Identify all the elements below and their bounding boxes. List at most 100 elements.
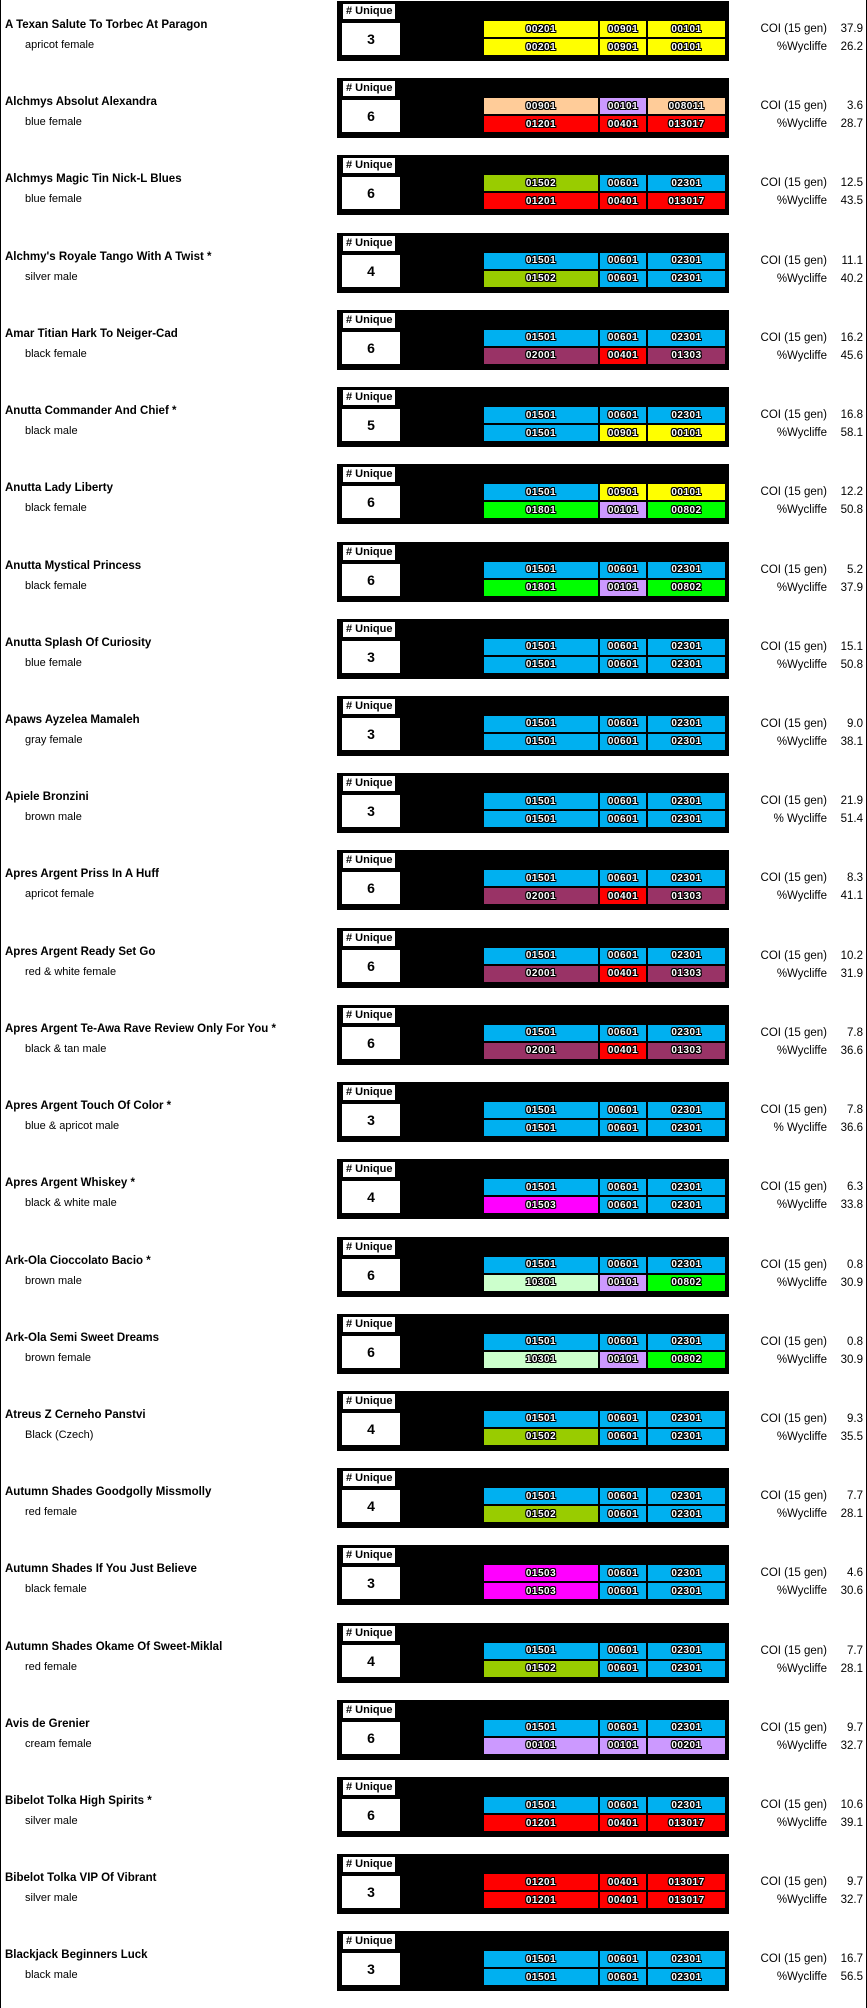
haplotype-cell: 013017 bbox=[648, 1892, 725, 1909]
coi-label: COI (15 gen) bbox=[760, 1258, 827, 1271]
coi-value: 0.8 bbox=[847, 1258, 863, 1271]
haplotype-cell: 02301 bbox=[648, 656, 725, 673]
dog-identity: Autumn Shades Goodgolly Missmolly red fe… bbox=[1, 1485, 335, 1519]
wycliffe-label: % Wycliffe bbox=[773, 813, 827, 826]
dog-block: Alchmy's Royale Tango With A Twist * sil… bbox=[1, 232, 866, 309]
wycliffe-value: 41.1 bbox=[840, 890, 863, 903]
wycliffe-row: %Wycliffe 36.6 bbox=[731, 1042, 863, 1060]
haplotype-grid: 01501 00601 02301 01503 00601 02301 bbox=[484, 1179, 725, 1214]
wycliffe-label: %Wycliffe bbox=[776, 1971, 827, 1984]
unique-count-value: 3 bbox=[340, 1874, 402, 1911]
coi-value: 8.3 bbox=[847, 872, 863, 885]
dog-block: Apaws Ayzelea Mamaleh gray female # Uniq… bbox=[1, 695, 866, 772]
wycliffe-label: %Wycliffe bbox=[776, 1353, 827, 1366]
wycliffe-label: %Wycliffe bbox=[776, 41, 827, 53]
dog-description: black male bbox=[25, 425, 78, 438]
wycliffe-label: %Wycliffe bbox=[776, 1199, 827, 1212]
unique-count-value: 3 bbox=[340, 1565, 402, 1602]
dog-name: Anutta Lady Liberty bbox=[5, 482, 113, 495]
haplotype-grid: 01501 00601 02301 01501 00601 02301 bbox=[484, 715, 725, 750]
stats-column: COI (15 gen) 10.2 %Wycliffe 31.9 bbox=[731, 947, 863, 983]
stats-column: COI (15 gen) 9.0 %Wycliffe 38.1 bbox=[731, 715, 863, 751]
haplotype-grid: 01501 00601 02301 01501 00601 02301 bbox=[484, 1102, 725, 1137]
wycliffe-row: %Wycliffe 30.9 bbox=[731, 1351, 863, 1369]
haplotype-cell: 00601 bbox=[600, 1120, 646, 1137]
haplotype-cell: 00802 bbox=[648, 1274, 725, 1291]
wycliffe-value: 30.9 bbox=[840, 1353, 863, 1366]
wycliffe-row: %Wycliffe 32.7 bbox=[731, 1737, 863, 1755]
unique-count-value: 6 bbox=[340, 561, 402, 598]
dog-description: Black (Czech) bbox=[25, 1428, 94, 1441]
haplotype-panel: # Unique 6 00901 00101 008011 01201 00401 013… bbox=[337, 78, 729, 139]
haplotype-cell: 00101 bbox=[600, 1274, 646, 1291]
coi-row: COI (15 gen) 37.9 bbox=[731, 20, 863, 38]
unique-count-label: # Unique bbox=[342, 466, 397, 484]
dog-block: Ark-Ola Cioccolato Bacio * brown male # … bbox=[1, 1236, 866, 1313]
dog-block: Anutta Lady Liberty black female # Uniqu… bbox=[1, 463, 866, 540]
unique-count-value: 6 bbox=[340, 1333, 402, 1370]
haplotype-cell: 00901 bbox=[600, 484, 646, 501]
coi-value: 4.6 bbox=[847, 1567, 863, 1580]
haplotype-panel: # Unique 3 01501 00601 02301 01501 00601 0230… bbox=[337, 773, 729, 834]
coi-row: COI (15 gen) 9.3 bbox=[731, 1410, 863, 1428]
haplotype-cell: 01501 bbox=[484, 407, 598, 424]
haplotype-cell: 02301 bbox=[648, 1951, 725, 1968]
dog-identity: Anutta Lady Liberty black female bbox=[1, 481, 335, 515]
haplotype-cell: 013017 bbox=[648, 193, 725, 210]
coi-row: COI (15 gen) 8.3 bbox=[731, 869, 863, 887]
unique-count-value: 6 bbox=[340, 98, 402, 135]
stats-column: COI (15 gen) 11.1 %Wycliffe 40.2 bbox=[731, 252, 863, 288]
dog-description: apricot female bbox=[25, 888, 95, 901]
haplotype-cell: 00601 bbox=[600, 1719, 646, 1736]
dog-identity: Ark-Ola Semi Sweet Dreams brown female bbox=[1, 1331, 335, 1365]
dog-name: Apres Argent Te-Awa Rave Review Only For… bbox=[5, 1022, 276, 1035]
haplotype-cell: 01303 bbox=[648, 347, 725, 364]
coi-row: COI (15 gen) 10.6 bbox=[731, 1796, 863, 1814]
unique-count-label: # Unique bbox=[342, 929, 397, 947]
coi-value: 16.8 bbox=[840, 409, 863, 422]
stats-column: COI (15 gen) 16.7 %Wycliffe 56.5 bbox=[731, 1950, 863, 1986]
dog-description: blue female bbox=[25, 116, 82, 129]
haplotype-cell: 01501 bbox=[484, 252, 598, 269]
coi-value: 11.1 bbox=[841, 254, 863, 267]
stats-column: COI (15 gen) 4.6 %Wycliffe 30.6 bbox=[731, 1564, 863, 1600]
dog-name: Autumn Shades Okame Of Sweet-Miklal bbox=[5, 1640, 223, 1653]
haplotype-cell: 01501 bbox=[484, 1969, 598, 1986]
dog-name: Apres Argent Whiskey * bbox=[5, 1177, 135, 1190]
stats-column: COI (15 gen) 0.8 %Wycliffe 30.9 bbox=[731, 1256, 863, 1292]
haplotype-cell: 00401 bbox=[600, 1874, 646, 1891]
coi-label: COI (15 gen) bbox=[760, 1799, 827, 1812]
unique-count-value: 6 bbox=[340, 1719, 402, 1756]
coi-row: COI (15 gen) 3.6 bbox=[731, 97, 863, 115]
stats-column: COI (15 gen) 15.1 %Wycliffe 50.8 bbox=[731, 638, 863, 674]
haplotype-cell: 00601 bbox=[600, 1256, 646, 1273]
haplotype-cell: 00601 bbox=[600, 1583, 646, 1600]
haplotype-cell: 00401 bbox=[600, 116, 646, 133]
dog-description: brown female bbox=[25, 1351, 92, 1364]
coi-label: COI (15 gen) bbox=[760, 1104, 827, 1117]
coi-label: COI (15 gen) bbox=[760, 1567, 827, 1580]
dog-block: Bibelot Tolka VIP Of Vibrant silver male… bbox=[1, 1853, 866, 1930]
dog-identity: Ark-Ola Cioccolato Bacio * brown male bbox=[1, 1254, 335, 1288]
haplotype-cell: 02301 bbox=[648, 252, 725, 269]
coi-label: COI (15 gen) bbox=[760, 1644, 827, 1657]
stats-column: COI (15 gen) 8.3 %Wycliffe 41.1 bbox=[731, 869, 863, 905]
coi-row: COI (15 gen) 0.8 bbox=[731, 1333, 863, 1351]
haplotype-panel: # Unique 6 01501 00601 02301 10301 00101 0080… bbox=[337, 1236, 729, 1297]
haplotype-cell: 01501 bbox=[484, 1102, 598, 1119]
dog-block: Avis de Grenier cream female # Unique 6 … bbox=[1, 1699, 866, 1776]
haplotype-panel: # Unique 6 01501 00601 02301 10301 00101 0080… bbox=[337, 1313, 729, 1374]
wycliffe-value: 26.2 bbox=[840, 41, 863, 53]
coi-label: COI (15 gen) bbox=[760, 1412, 827, 1425]
haplotype-cell: 01503 bbox=[484, 1565, 598, 1582]
coi-row: COI (15 gen) 7.7 bbox=[731, 1487, 863, 1505]
unique-count-label: # Unique bbox=[342, 1392, 397, 1410]
dog-block: Apres Argent Whiskey * black & white mal… bbox=[1, 1158, 866, 1235]
dog-identity: Autumn Shades Okame Of Sweet-Miklal red … bbox=[1, 1640, 335, 1674]
coi-label: COI (15 gen) bbox=[760, 1490, 827, 1503]
haplotype-cell: 02301 bbox=[648, 793, 725, 810]
dog-block: Alchmys Magic Tin Nick-L Blues blue fema… bbox=[1, 154, 866, 231]
coi-value: 7.8 bbox=[847, 1104, 863, 1117]
haplotype-cell: 02301 bbox=[648, 638, 725, 655]
haplotype-cell: 00601 bbox=[600, 715, 646, 732]
